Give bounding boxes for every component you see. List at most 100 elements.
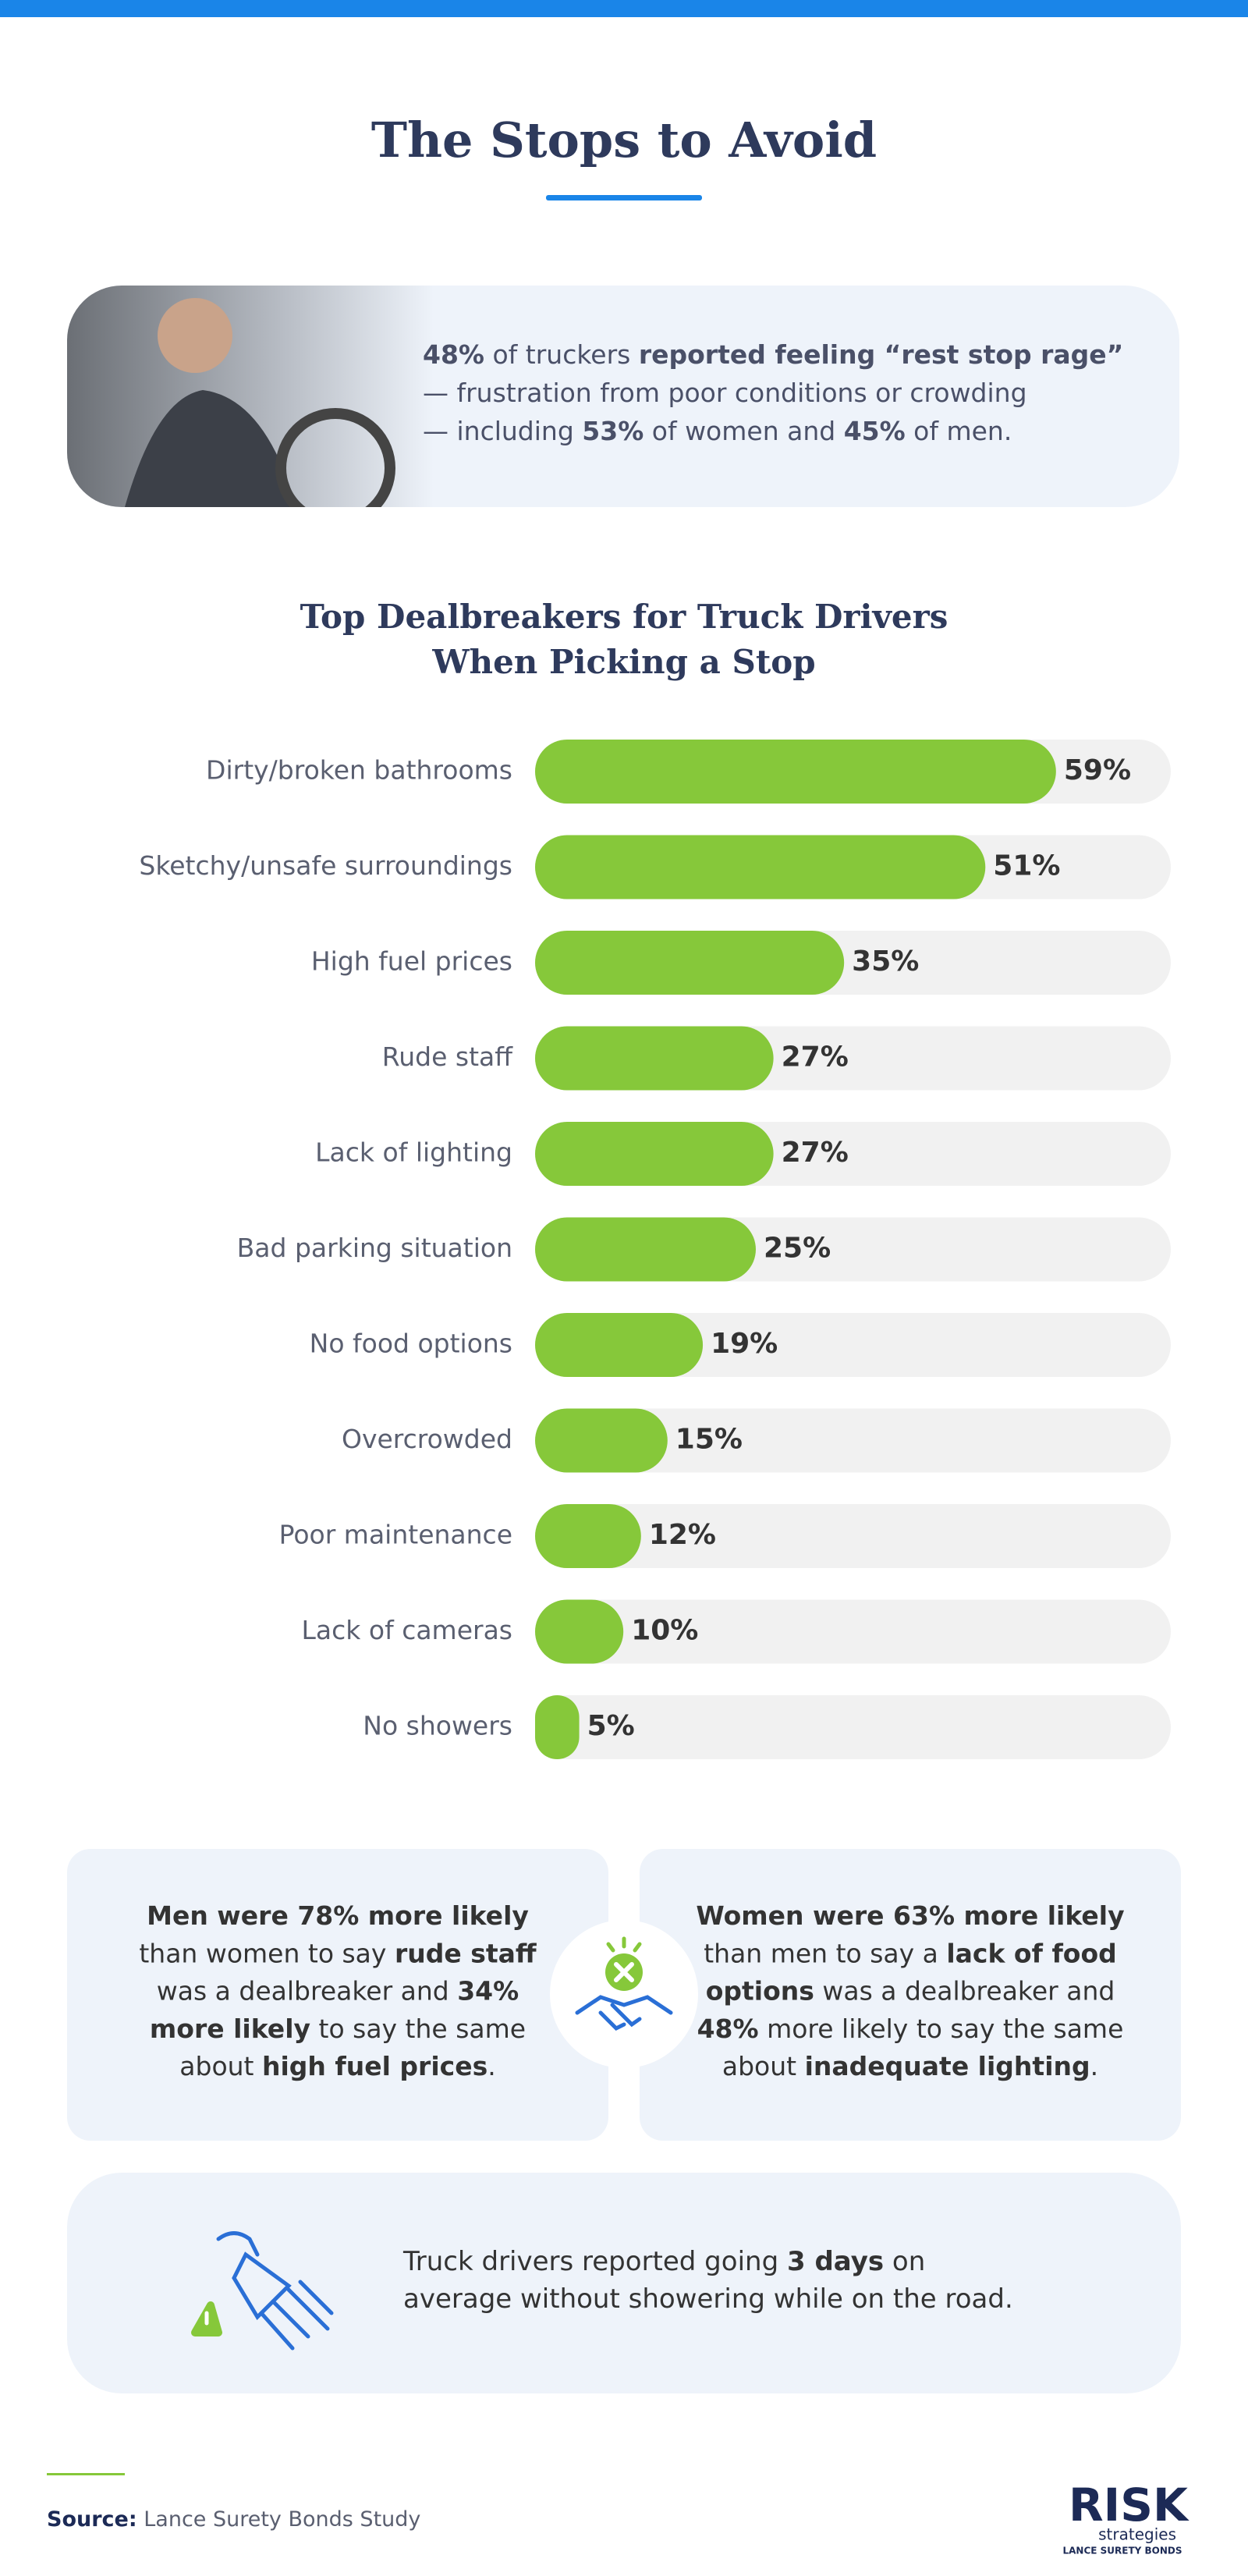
- women-box: [640, 1849, 1181, 2141]
- text-segment: Men were 78% more likely: [147, 1900, 529, 1931]
- text-segment: about: [179, 2051, 262, 2081]
- women-line: than men to say a lack of food: [704, 1938, 1117, 1968]
- category-label: Lack of cameras: [302, 1615, 512, 1645]
- text-segment: 3 days: [787, 2246, 884, 2277]
- bar: [535, 1217, 756, 1282]
- logo-sub: strategies: [1098, 2525, 1176, 2544]
- bar-track: [535, 1408, 1171, 1473]
- logo-tagline: LANCE SURETY BONDS: [1062, 2546, 1182, 2556]
- icon-circle: [550, 1920, 698, 2068]
- callout-line: — including 53% of women and 45% of men.: [423, 416, 1012, 446]
- text-segment: was a dealbreaker and: [157, 1975, 457, 2006]
- chart-title: Top Dealbreakers for Truck Drivers: [300, 598, 948, 636]
- text-segment: Source:: [47, 2507, 137, 2532]
- text-segment: of women and: [644, 416, 843, 446]
- category-label: Sketchy/unsafe surroundings: [139, 850, 512, 881]
- value-label: 15%: [675, 1424, 743, 1456]
- logo-name: RISK: [1069, 2478, 1190, 2532]
- shower-line: average without showering while on the r…: [403, 2283, 1013, 2315]
- text-segment: — frustration from poor conditions or cr…: [423, 378, 1027, 408]
- value-label: 51%: [993, 850, 1060, 882]
- shower-box: [67, 2173, 1181, 2393]
- category-label: Rude staff: [382, 1041, 513, 1072]
- text-segment: was a dealbreaker and: [814, 1975, 1115, 2006]
- callout-text: 48% of truckers reported feeling “rest s…: [423, 339, 1123, 446]
- category-label: No food options: [310, 1329, 512, 1359]
- source-rule: [47, 2473, 125, 2475]
- text-segment: options: [706, 1975, 814, 2006]
- callout-line: — frustration from poor conditions or cr…: [423, 378, 1027, 408]
- text-segment: of men.: [906, 416, 1012, 446]
- text-segment: to say the same: [310, 2013, 526, 2043]
- women-line: 48% more likely to say the same: [697, 2013, 1124, 2043]
- women-line: Women were 63% more likely: [696, 1900, 1124, 1931]
- bar-chart: Top Dealbreakers for Truck Drivers When P…: [139, 598, 1171, 1759]
- bar-track: [535, 1504, 1171, 1568]
- bar: [535, 1504, 641, 1568]
- men-box: [67, 1849, 608, 2141]
- text-segment: 48%: [423, 339, 484, 370]
- category-label: Lack of lighting: [315, 1137, 512, 1168]
- bar: [535, 835, 986, 899]
- source: Source: Lance Surety Bonds Study: [47, 2507, 420, 2532]
- text-segment: reported feeling “rest stop rage”: [639, 339, 1124, 370]
- bar: [535, 1599, 624, 1664]
- text-segment: Women were 63% more likely: [696, 1900, 1124, 1931]
- men-line: about high fuel prices.: [179, 2051, 495, 2081]
- handshake-icon: [575, 1936, 673, 2031]
- text-segment: 45%: [844, 416, 906, 446]
- text-segment: lack of food: [946, 1938, 1116, 1968]
- text-segment: 53%: [582, 416, 644, 446]
- men-line: more likely to say the same: [150, 2013, 526, 2043]
- value-label: 10%: [631, 1615, 698, 1647]
- photo: [67, 286, 434, 507]
- shower-icon: [191, 2231, 334, 2351]
- text-segment: — including: [423, 416, 582, 446]
- text-segment: Lance Surety Bonds Study: [137, 2507, 421, 2532]
- value-label: 59%: [1064, 754, 1131, 786]
- text-segment: inadequate lighting: [805, 2051, 1090, 2081]
- women-line: about inadequate lighting.: [722, 2051, 1098, 2081]
- bar: [535, 740, 1056, 804]
- callout-line: 48% of truckers reported feeling “rest s…: [423, 339, 1123, 370]
- text-segment: high fuel prices: [262, 2051, 488, 2081]
- bar-track: [535, 1599, 1171, 1664]
- women-line: options was a dealbreaker and: [706, 1975, 1115, 2006]
- category-label: No showers: [363, 1711, 512, 1741]
- text-segment: rude staff: [395, 1938, 537, 1968]
- bar: [535, 1026, 774, 1091]
- bar-track: [535, 1695, 1171, 1759]
- category-label: Overcrowded: [342, 1424, 512, 1454]
- men-line: than women to say rude staff: [139, 1938, 537, 1968]
- text-segment: .: [1090, 2051, 1099, 2081]
- text-segment: of truckers: [484, 339, 639, 370]
- bar: [535, 1408, 668, 1473]
- value-label: 27%: [782, 1137, 849, 1169]
- category-label: Poor maintenance: [279, 1520, 512, 1550]
- bar: [535, 1122, 774, 1186]
- value-label: 27%: [782, 1041, 849, 1073]
- text-segment: more likely to say the same: [759, 2013, 1124, 2043]
- category-label: High fuel prices: [311, 946, 512, 977]
- chart-title: When Picking a Stop: [431, 643, 815, 681]
- page-title: The Stops to Avoid: [371, 112, 877, 169]
- bar: [535, 1313, 704, 1377]
- text-segment: on: [884, 2246, 925, 2277]
- men-line: Men were 78% more likely: [147, 1900, 529, 1931]
- shower-line: Truck drivers reported going 3 days on: [402, 2246, 925, 2277]
- source-line: Source: Lance Surety Bonds Study: [47, 2507, 420, 2532]
- text-segment: average without showering while on the r…: [403, 2283, 1013, 2315]
- value-label: 5%: [587, 1710, 635, 1742]
- title-underline: [546, 195, 702, 200]
- text-segment: .: [488, 2051, 496, 2081]
- value-label: 12%: [649, 1519, 716, 1551]
- category-label: Dirty/broken bathrooms: [206, 755, 512, 786]
- text-segment: Truck drivers reported going: [402, 2246, 787, 2277]
- text-segment: more likely: [150, 2013, 310, 2043]
- text-segment: than women to say: [139, 1938, 395, 1968]
- text-segment: about: [722, 2051, 805, 2081]
- value-label: 25%: [764, 1233, 831, 1265]
- top-bar: [0, 0, 1248, 17]
